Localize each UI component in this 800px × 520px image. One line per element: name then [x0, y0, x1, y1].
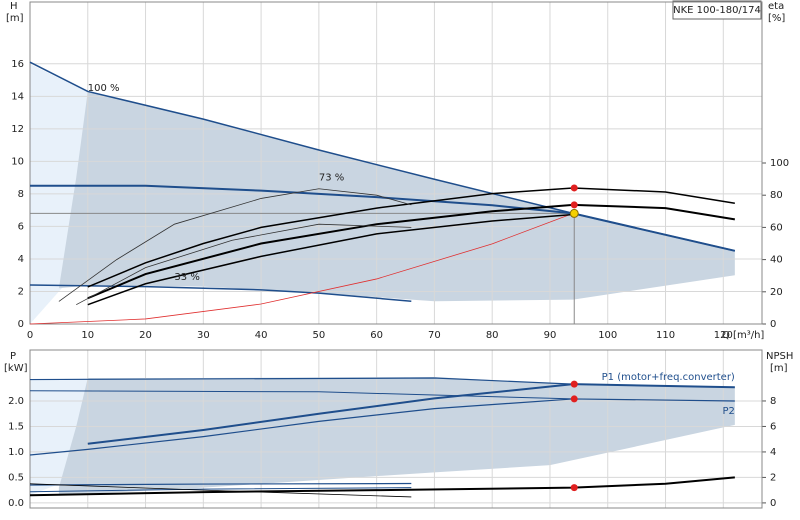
y2-label: NPSH — [766, 351, 793, 362]
y-tick-label: 0 — [18, 319, 24, 330]
x-tick-label: 120 — [714, 330, 733, 341]
y-unit: [m] — [6, 13, 24, 24]
y-tick-label: 0.0 — [8, 498, 24, 509]
y-label: P — [10, 351, 16, 362]
y2-tick-label: 80 — [770, 190, 783, 201]
curve — [29, 390, 574, 400]
x-tick-label: 10 — [81, 330, 94, 341]
marker — [570, 395, 578, 403]
y-label: H — [10, 1, 18, 12]
y-tick-label: 8 — [18, 189, 24, 200]
y2-tick-label: 6 — [770, 421, 776, 432]
y-tick-label: 0.5 — [8, 472, 24, 483]
y-tick-label: 12 — [11, 124, 24, 135]
x-tick-label: 0 — [27, 330, 33, 341]
y2-tick-label: 40 — [770, 255, 783, 266]
curve — [87, 187, 735, 288]
curve — [76, 223, 412, 306]
curve — [58, 188, 412, 302]
speed-label: 100 % — [88, 83, 120, 94]
y-tick-label: 16 — [11, 59, 24, 70]
y-tick-label: 14 — [11, 91, 24, 102]
marker — [570, 201, 578, 209]
y2-tick-label: 20 — [770, 287, 783, 298]
y-tick-label: 1.0 — [8, 447, 24, 458]
y-unit: [kW] — [4, 363, 28, 374]
y2-tick-label: 2 — [770, 472, 776, 483]
x-tick-label: 70 — [428, 330, 441, 341]
curve — [29, 487, 412, 493]
x-tick-label: 100 — [598, 330, 617, 341]
curve — [29, 476, 735, 497]
curve — [29, 213, 574, 325]
curve — [29, 483, 412, 498]
series-label: P1 (motor+freq.converter) — [602, 372, 735, 383]
y2-unit: [m] — [770, 363, 788, 374]
marker — [570, 380, 578, 388]
y2-tick-label: 4 — [770, 447, 776, 458]
y-tick-label: 2 — [18, 286, 24, 297]
x-tick-label: 110 — [656, 330, 675, 341]
y2-tick-label: 0 — [770, 498, 776, 509]
operating-range — [58, 91, 735, 302]
x-tick-label: 40 — [255, 330, 268, 341]
y-tick-label: 4 — [18, 254, 24, 265]
marker — [570, 184, 578, 192]
y2-tick-label: 100 — [770, 158, 789, 169]
curve — [29, 482, 412, 486]
x-label: Q [m³/h] — [722, 330, 764, 341]
x-tick-label: 90 — [544, 330, 557, 341]
light-region — [30, 378, 95, 495]
operating-range — [58, 377, 735, 496]
plot-frame — [29, 1, 763, 325]
speed-label: 73 % — [319, 173, 344, 184]
curve — [87, 213, 574, 306]
y-tick-label: 2.0 — [8, 396, 24, 407]
x-tick-label: 80 — [486, 330, 499, 341]
y2-label: eta — [768, 1, 784, 12]
curve — [87, 383, 735, 445]
duty-point — [569, 208, 579, 218]
y2-tick-label: 8 — [770, 396, 776, 407]
y-tick-label: 1.5 — [8, 421, 24, 432]
x-tick-label: 30 — [197, 330, 210, 341]
curve — [87, 203, 736, 300]
series-label: P2 — [722, 406, 734, 417]
curve — [29, 284, 412, 302]
y2-tick-label: 60 — [770, 222, 783, 233]
marker — [570, 484, 578, 492]
x-tick-label: 20 — [139, 330, 152, 341]
speed-label: 33 % — [174, 272, 199, 283]
y2-unit: [%] — [768, 13, 785, 24]
y-tick-label: 6 — [18, 221, 24, 232]
title-box — [672, 0, 762, 20]
curve — [29, 377, 574, 385]
plot-frame — [29, 349, 763, 509]
x-tick-label: 60 — [370, 330, 383, 341]
y2-tick-label: 0 — [770, 319, 776, 330]
y-tick-label: 10 — [11, 156, 24, 167]
chart-title: NKE 100-180/174 — [673, 5, 761, 16]
x-tick-label: 50 — [313, 330, 326, 341]
